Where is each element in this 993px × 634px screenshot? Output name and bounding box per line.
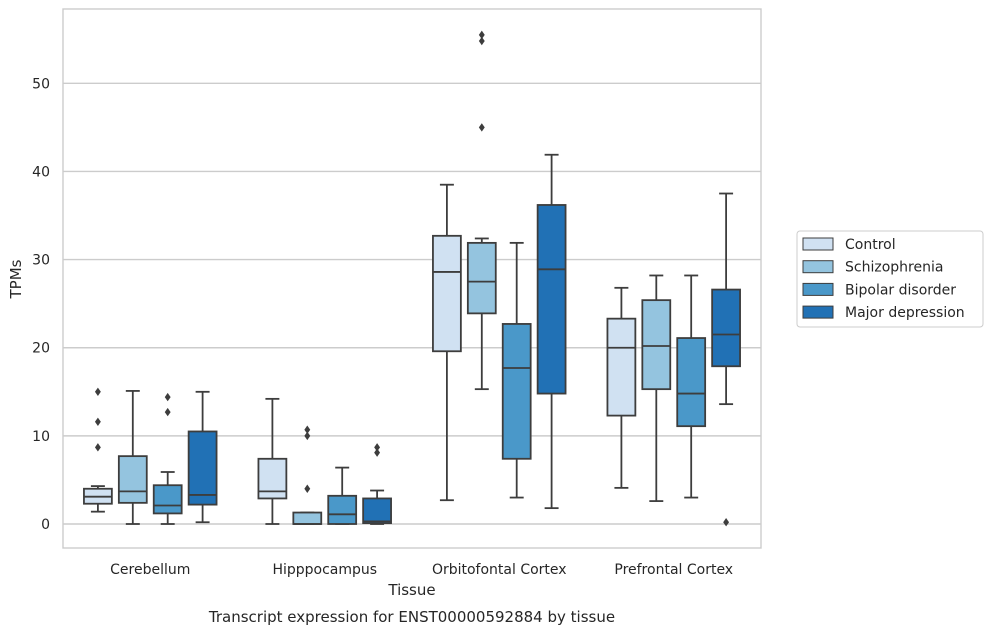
legend-label: Bipolar disorder (845, 282, 956, 298)
y-tick-label: 50 (32, 76, 50, 92)
box-iqr (536, 204, 567, 395)
legend-label: Control (845, 237, 896, 253)
box-major-depression (187, 390, 218, 524)
box-bipolar-disorder (501, 241, 532, 499)
y-tick-labels: 0 10 20 30 40 50 (32, 76, 50, 533)
x-tick-label: Cerebellum (110, 562, 190, 578)
box-iqr (187, 430, 218, 506)
legend-swatch (802, 237, 834, 251)
outlier-point (94, 387, 101, 397)
legend-label: Schizophrenia (845, 260, 943, 276)
box-bipolar-disorder (152, 392, 183, 525)
legend-label: Major depression (845, 305, 965, 321)
x-tick-label: Hipppocampus (272, 562, 377, 578)
box-bipolar-disorder (327, 466, 358, 525)
outlier-point (94, 443, 101, 452)
box-iqr (362, 497, 392, 525)
box-control (257, 397, 288, 525)
x-tick-label: Orbitofontal Cortex (432, 562, 567, 578)
box-iqr (117, 455, 148, 504)
box-iqr (152, 484, 183, 515)
outlier-point (478, 123, 485, 132)
outlier-point (478, 36, 485, 46)
legend-frame (796, 230, 984, 328)
box-control (606, 286, 637, 489)
outlier-point (374, 448, 381, 457)
y-axis-label: TPMs (7, 259, 25, 299)
gridlines (63, 82, 761, 525)
plot-frame (62, 8, 762, 549)
chart-caption: Transcript expression for ENST0000059288… (208, 608, 615, 626)
box-iqr (676, 337, 707, 428)
outlier-point (374, 443, 381, 452)
box-iqr (641, 299, 672, 391)
box-iqr (466, 241, 497, 315)
y-tick-label: 30 (32, 253, 50, 269)
box-schizophrenia (641, 274, 672, 502)
outlier-point (164, 407, 171, 417)
x-axis-label: Tissue (387, 581, 435, 599)
boxes (83, 30, 741, 527)
box-iqr (292, 511, 323, 525)
y-tick-label: 0 (41, 517, 50, 533)
box-schizophrenia (466, 30, 497, 391)
outlier-point (723, 518, 730, 527)
box-major-depression (536, 153, 567, 510)
outlier-point (164, 392, 171, 402)
x-tick-labels: Cerebellum Hipppocampus Orbitofontal Corte… (110, 562, 733, 578)
outlier-point (304, 425, 311, 434)
box-control (83, 387, 113, 513)
box-iqr (257, 457, 288, 500)
outlier-point (304, 484, 311, 493)
y-tick-label: 40 (32, 164, 50, 180)
y-tick-label: 10 (32, 429, 50, 445)
box-major-depression (711, 192, 741, 527)
outlier-point (478, 30, 485, 40)
box-iqr (501, 323, 532, 460)
box-iqr (606, 317, 637, 417)
box-schizophrenia (117, 390, 148, 525)
box-control (432, 183, 462, 502)
x-tick-label: Prefrontal Cortex (614, 562, 733, 578)
box-iqr (711, 288, 741, 368)
box-iqr (327, 494, 358, 525)
outlier-point (304, 431, 311, 441)
box-schizophrenia (292, 425, 323, 525)
box-bipolar-disorder (676, 274, 707, 499)
box-major-depression (362, 443, 392, 525)
outlier-point (94, 417, 101, 426)
legend: Control Schizophrenia Bipolar disorder Majo… (796, 230, 984, 328)
y-tick-label: 20 (32, 341, 50, 357)
box-iqr (432, 234, 462, 353)
legend-swatch (802, 305, 834, 319)
legend-swatch (802, 282, 834, 296)
legend-swatch (802, 260, 834, 274)
